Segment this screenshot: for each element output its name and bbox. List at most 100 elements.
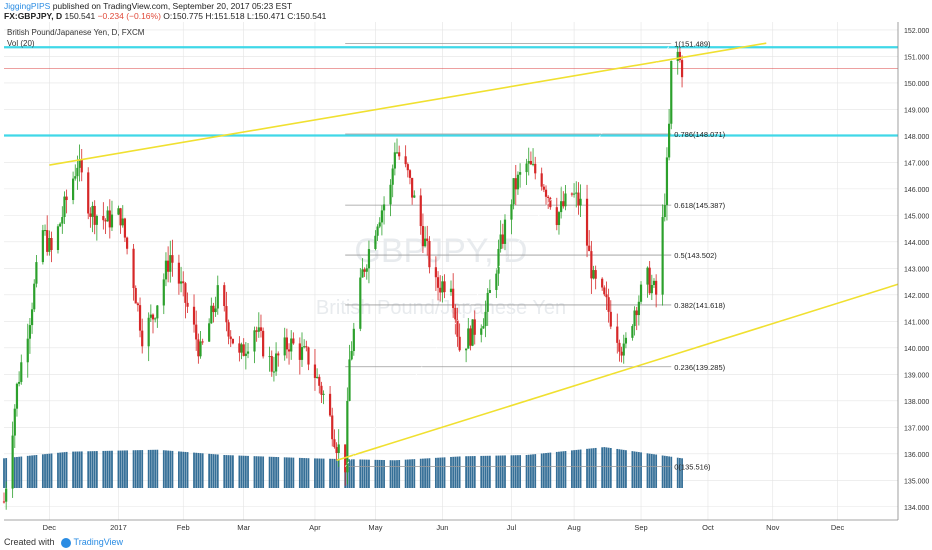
fib-level-label: 0(135.516) xyxy=(674,463,711,472)
tradingview-link[interactable]: TradingView xyxy=(73,537,124,547)
price-chart[interactable]: GBPJPY, D British Pound/Japanese Yen 151… xyxy=(0,22,932,535)
candle-body xyxy=(216,285,219,309)
volume-bar xyxy=(586,448,588,488)
price-tick-label: 141.000 xyxy=(904,319,929,326)
ohlc-line: FX:GBPJPY, D 150.541 −0.234 (−0.16%) O:1… xyxy=(4,11,326,21)
candle-body xyxy=(398,152,401,157)
candle-body xyxy=(382,204,386,211)
candle-body xyxy=(421,226,425,247)
fibonacci-retracement[interactable]: 1(151.489) 0.786(148.071) 0.618(145.387) 0.… xyxy=(345,39,726,472)
volume-bar xyxy=(5,458,8,488)
time-tick-label: Sep xyxy=(634,523,647,532)
candle-body xyxy=(564,193,567,207)
candle-body xyxy=(333,439,336,448)
candle-body xyxy=(590,251,593,279)
volume-bar xyxy=(637,452,640,488)
price-tick-label: 143.000 xyxy=(904,266,929,273)
candle-body xyxy=(201,341,204,343)
candle-body xyxy=(5,488,8,502)
candle-body xyxy=(359,277,362,329)
trendlines[interactable] xyxy=(49,42,903,467)
candle-body xyxy=(46,230,49,252)
candle-body xyxy=(290,338,293,352)
candle-body xyxy=(287,349,291,352)
candle-body xyxy=(50,238,53,251)
candle-body xyxy=(434,267,437,278)
publish-line: JiggingPIPS published on TradingView.com… xyxy=(4,1,292,11)
plot-area[interactable] xyxy=(4,22,898,520)
volume-bar xyxy=(650,453,653,488)
fib-level-label: 0.5(143.502) xyxy=(674,251,717,260)
volume-bar xyxy=(193,452,195,488)
candle-body xyxy=(320,385,323,395)
candle-body xyxy=(454,307,457,320)
volume-bar xyxy=(555,451,558,488)
price-tick-label: 150.000 xyxy=(904,81,929,88)
candle-body xyxy=(592,270,595,279)
volume-bar xyxy=(61,452,64,488)
candle-body xyxy=(652,280,656,286)
volume-bar xyxy=(473,456,476,488)
candle-body xyxy=(305,346,308,348)
volume-bar xyxy=(316,458,319,488)
candle-body xyxy=(268,356,271,358)
volume-bar xyxy=(378,459,381,488)
volume-bar xyxy=(525,455,528,488)
tradingview-logo-icon[interactable] xyxy=(60,537,71,548)
volume-bar xyxy=(450,456,452,488)
candle-body xyxy=(607,297,610,312)
candle-body xyxy=(557,212,561,226)
volume-bar xyxy=(13,457,16,488)
chart-title: British Pound/Japanese Yen, D, FXCM xyxy=(7,28,145,37)
volume-bar xyxy=(648,453,651,488)
volume-bar xyxy=(365,459,368,488)
candle-body xyxy=(471,319,474,346)
volume-bar xyxy=(182,451,185,488)
volume-bar xyxy=(240,455,243,488)
candle-body xyxy=(542,186,545,190)
author-link[interactable]: JiggingPIPS xyxy=(4,1,51,11)
candle-body xyxy=(406,164,409,171)
candle-body xyxy=(484,311,487,327)
time-tick-label: Jun xyxy=(436,523,448,532)
candle-body xyxy=(655,280,658,295)
candle-body xyxy=(449,288,453,293)
price-tick-label: 149.000 xyxy=(904,107,929,114)
volume-bar xyxy=(216,454,219,488)
candle-body xyxy=(618,342,621,352)
candle-body xyxy=(74,176,77,179)
price-axis[interactable]: 134.000 135.000 136.000 137.000 138.000 139.0… xyxy=(897,22,932,520)
candle-body xyxy=(255,330,258,332)
candle-body xyxy=(562,201,565,207)
candle-body xyxy=(154,318,157,320)
time-axis[interactable]: Dec 2017 Feb Mar Apr May Jun Jul Aug Sep Oct Nov Dec xyxy=(4,519,898,532)
volume-bar xyxy=(404,459,407,488)
volume-bar xyxy=(540,453,543,488)
time-tick-label: Aug xyxy=(567,523,580,532)
volume-bar xyxy=(601,447,604,488)
volume-bar xyxy=(329,458,331,488)
volume-bar xyxy=(655,454,658,488)
candle-body xyxy=(560,201,563,213)
candle-body xyxy=(110,214,114,228)
candle-body xyxy=(13,408,16,436)
candle-body xyxy=(456,319,459,337)
volume-bar xyxy=(653,454,655,488)
candle-body xyxy=(514,178,517,190)
volume-bar xyxy=(141,450,144,488)
price-tick-label: 134.000 xyxy=(904,505,929,512)
candle-body xyxy=(125,237,129,249)
volume-bar xyxy=(48,453,51,488)
volume-bar xyxy=(398,460,401,488)
candle-body xyxy=(91,205,94,217)
volume-bar xyxy=(590,448,593,488)
volume-bar xyxy=(380,459,383,488)
candle-body xyxy=(171,255,174,263)
volume-bar xyxy=(616,448,619,488)
candle-body xyxy=(367,249,371,269)
volume-bar xyxy=(270,456,273,488)
candle-body xyxy=(18,381,21,384)
price-tick-label: 137.000 xyxy=(904,425,929,432)
volume-bar xyxy=(579,449,582,488)
candle-body xyxy=(214,308,217,313)
